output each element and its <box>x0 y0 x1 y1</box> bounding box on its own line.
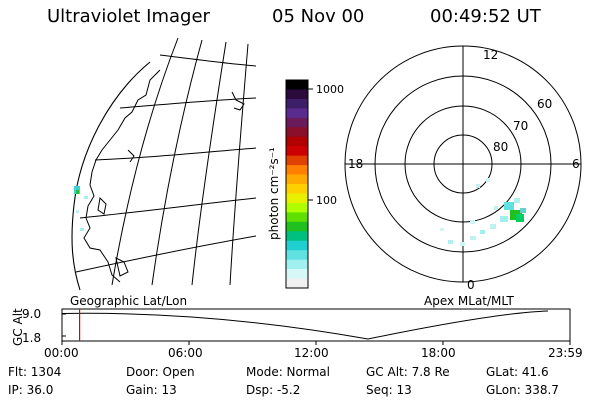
altitude-tick-label: 1.8 <box>22 331 41 345</box>
altitude-curve <box>61 310 549 340</box>
colorbar-swatch <box>286 108 308 119</box>
dsp-value: Dsp: -5.2 <box>246 383 301 397</box>
sequence-value: Seq: 13 <box>366 383 412 397</box>
colorbar-swatch <box>286 155 308 166</box>
time-tick-label: 00:00 <box>44 346 79 360</box>
colorbar-tick-label: 100 <box>316 194 337 207</box>
altitude-axis-label: GC Alt <box>11 308 25 346</box>
ip-value: IP: 36.0 <box>8 383 54 397</box>
mlt-label-18: 18 <box>348 157 363 171</box>
colorbar-swatch <box>286 221 308 232</box>
geographic-latitude: GLat: 41.6 <box>486 365 549 379</box>
lat-label-60: 60 <box>537 97 552 111</box>
polar-plot: 12 18 6 0 80 70 60 <box>344 45 582 292</box>
lat-label-70: 70 <box>513 119 528 133</box>
gc-altitude: GC Alt: 7.8 Re <box>366 365 450 379</box>
colorbar-swatch <box>286 259 308 270</box>
door-status: Door: Open <box>126 365 195 379</box>
colorbar: 1000 100 photon cm⁻²s⁻¹ <box>267 79 344 289</box>
colorbar-swatch <box>286 202 308 213</box>
colorbar-swatch <box>286 231 308 242</box>
mlt-label-0: 0 <box>467 278 475 292</box>
colorbar-swatch <box>286 174 308 185</box>
colorbar-swatch <box>286 212 308 223</box>
time-tick-label: 06:00 <box>168 346 203 360</box>
geographic-label: Geographic Lat/Lon <box>70 294 188 308</box>
colorbar-gradient <box>286 80 308 289</box>
lat-label-80: 80 <box>493 140 508 154</box>
time-tick-label: 23:59 <box>548 346 583 360</box>
colorbar-swatch <box>286 80 308 91</box>
colorbar-swatch <box>286 136 308 147</box>
colorbar-tick-label: 1000 <box>316 83 344 96</box>
colorbar-frame <box>285 79 309 289</box>
colorbar-swatch <box>286 240 308 251</box>
apex-label: Apex MLat/MLT <box>424 294 514 308</box>
colorbar-swatch <box>286 89 308 100</box>
date-label: 05 Nov 00 <box>272 6 365 27</box>
mlt-label-12: 12 <box>483 48 498 62</box>
colorbar-swatch <box>286 193 308 204</box>
colorbar-swatch <box>286 269 308 280</box>
instrument-title: Ultraviolet Imager <box>47 6 210 27</box>
flight-number: Flt: 1304 <box>8 365 62 379</box>
geographic-longitude: GLon: 338.7 <box>486 383 559 397</box>
colorbar-unit-label: photon cm⁻²s⁻¹ <box>267 147 281 240</box>
colorbar-swatch <box>286 165 308 176</box>
colorbar-swatch <box>286 98 308 109</box>
colorbar-swatch <box>286 127 308 138</box>
geographic-map <box>71 37 257 291</box>
auroral-emission <box>440 178 526 246</box>
altitude-tick-label: 9.0 <box>22 307 41 321</box>
mlt-label-6: 6 <box>572 157 580 171</box>
time-label: 00:49:52 UT <box>430 6 541 27</box>
colorbar-swatch <box>286 117 308 128</box>
colorbar-swatch <box>286 278 308 289</box>
colorbar-swatch <box>286 184 308 195</box>
colorbar-swatch <box>286 146 308 157</box>
altitude-plot: GC Alt 9.0 1.8 <box>11 307 571 346</box>
time-tick-label: 18:00 <box>421 346 456 360</box>
mode-value: Mode: Normal <box>246 365 330 379</box>
time-tick-label: 12:00 <box>294 346 329 360</box>
gain-value: Gain: 13 <box>126 383 177 397</box>
colorbar-swatch <box>286 250 308 261</box>
